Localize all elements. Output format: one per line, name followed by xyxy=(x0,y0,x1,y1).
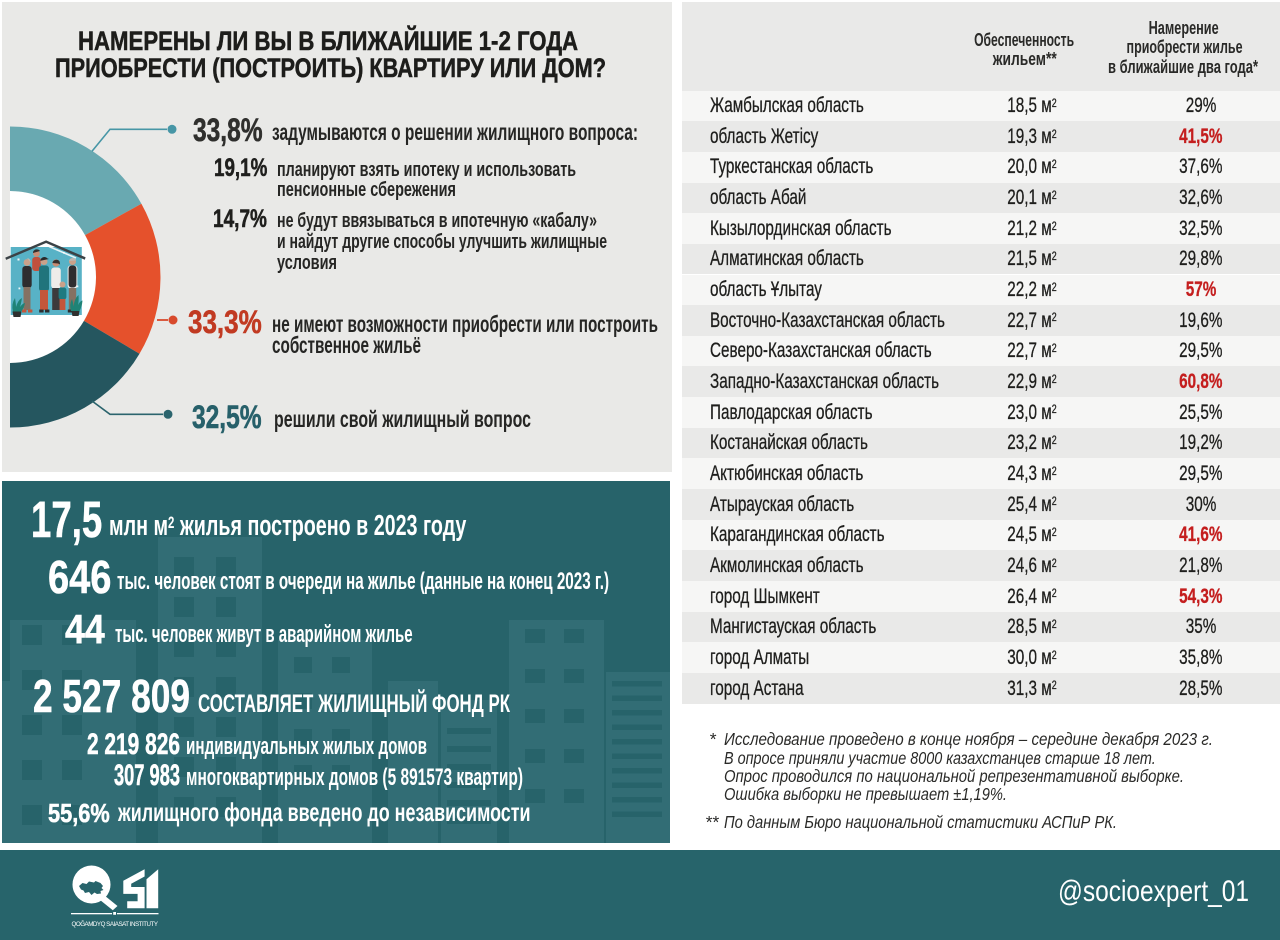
svg-text:QOĞAMDYQ SAIASAT INSTITUTY: QOĞAMDYQ SAIASAT INSTITUTY xyxy=(72,921,159,928)
